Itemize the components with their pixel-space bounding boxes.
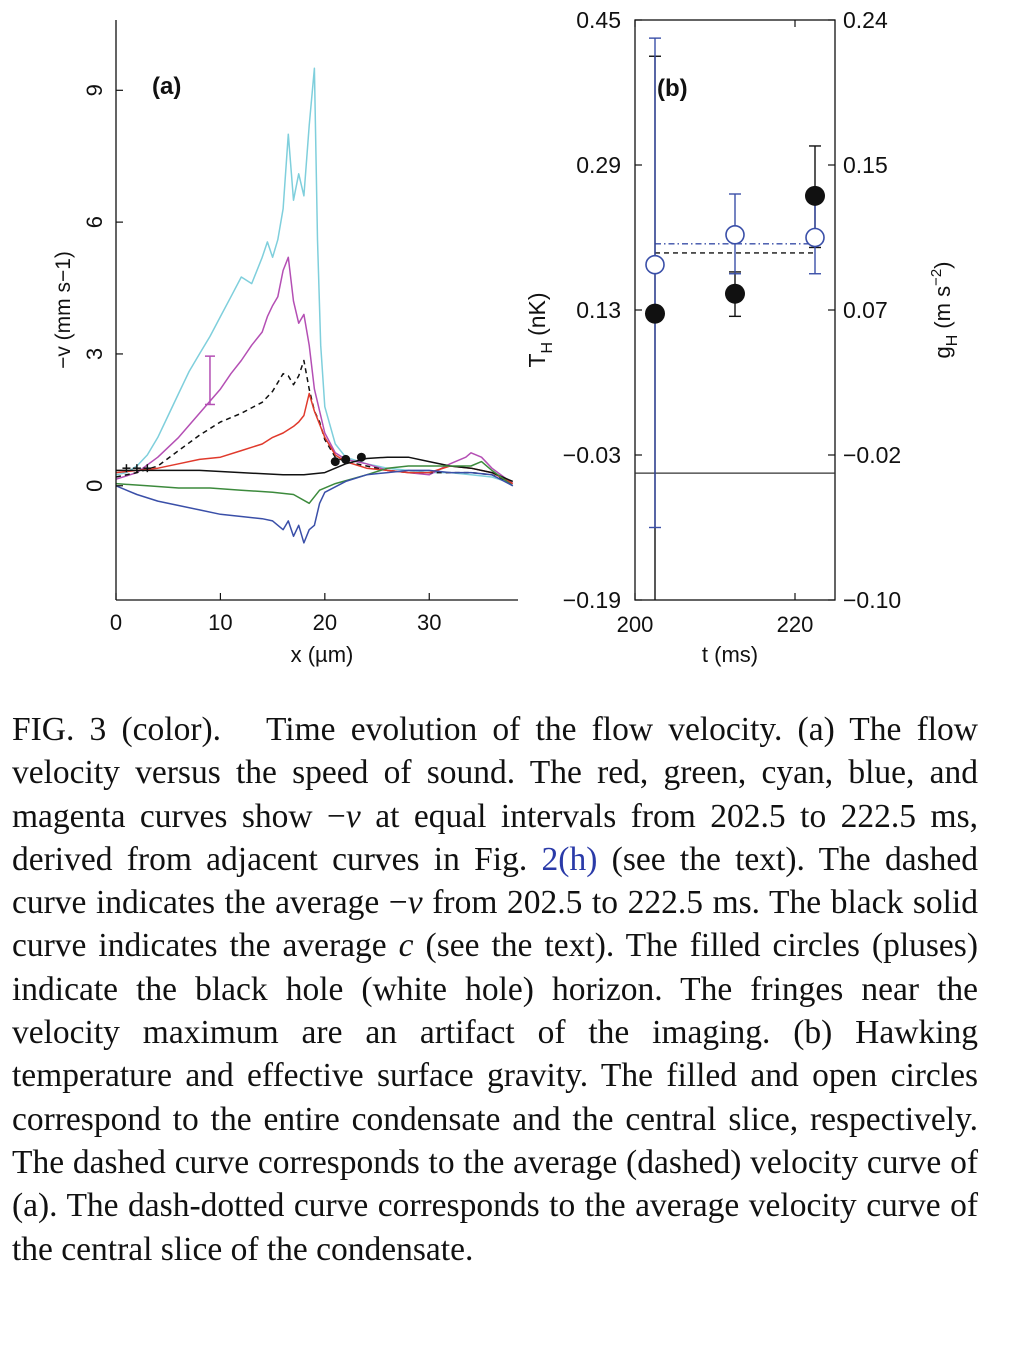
- right-y-tick-label: 0.07: [843, 297, 888, 323]
- x-tick-label: 30: [417, 610, 441, 635]
- series-blue: [115, 469, 514, 544]
- caption-var-v: v: [345, 797, 361, 835]
- caption-text: (see the text). The dashed curve indicat…: [12, 840, 979, 922]
- left-y-tick-label: −0.19: [563, 587, 621, 613]
- y-tick-label: 6: [82, 216, 107, 228]
- left-y-tick-label: 0.13: [576, 297, 621, 323]
- left-y-tick-label: 0.29: [576, 152, 621, 178]
- panel-b-x-label: t (ms): [702, 642, 758, 667]
- right-y-tick-label: −0.02: [843, 442, 901, 468]
- series-cyan: [115, 67, 514, 485]
- caption-text: at equal intervals from 202.5 to 222.5 m…: [12, 797, 978, 878]
- y-tick-label: 3: [82, 348, 107, 360]
- caption-label: FIG. 3 (color).: [12, 711, 222, 748]
- series-red: [115, 392, 514, 485]
- plus-marker: [132, 464, 141, 473]
- figure: 0 10 20 30 0 3 6 9 (a) x (µm) −v (mm s−1) 200 22…: [52, 7, 961, 667]
- filled-circle: [805, 185, 825, 206]
- panel-b-label: (b): [657, 75, 688, 102]
- panel-a-curves: [115, 67, 514, 544]
- left-y-tick-label: 0.45: [576, 7, 621, 33]
- right-y-tick-label: −0.10: [843, 587, 901, 613]
- panel-a-markers: [122, 355, 366, 473]
- panel-a-label: (a): [152, 73, 181, 100]
- panel-b-left-y-label: TH(nK): [524, 292, 556, 367]
- caption-var-c: c: [398, 927, 414, 965]
- panel-b-plot: [635, 37, 835, 600]
- caption-var-v: v: [407, 884, 423, 922]
- horizon-marker: [356, 452, 366, 462]
- figure-caption: FIG. 3 (color). Time evolution of the fl…: [12, 708, 978, 1271]
- right-y-tick-label: 0.24: [843, 7, 888, 33]
- caption-text: from 202.5 to 222.5 ms. The black solid …: [12, 884, 978, 965]
- plus-marker: [122, 464, 131, 473]
- filled-circle: [725, 283, 745, 304]
- open-circle: [645, 254, 665, 275]
- filled-circle: [645, 303, 665, 324]
- right-y-tick-label: 0.15: [843, 152, 888, 178]
- panel-b-right-y-label: gH(m s−2): [928, 261, 961, 358]
- caption-text: Time evolution of the flow velocity. (a)…: [12, 711, 978, 835]
- horizon-marker: [330, 457, 340, 467]
- left-y-tick-label: −0.03: [563, 442, 621, 468]
- open-circle: [725, 224, 745, 245]
- horizon-marker: [341, 454, 351, 464]
- open-circle: [805, 227, 825, 248]
- panel-a: 0 10 20 30 0 3 6 9 (a) x (µm) −v (mm s−1): [52, 20, 518, 667]
- y-tick-label: 0: [82, 480, 107, 492]
- panel-a-x-label: x (µm): [291, 642, 354, 667]
- y-tick-label: 9: [82, 84, 107, 96]
- x-tick-label: 220: [777, 612, 814, 637]
- x-tick-label: 200: [617, 612, 654, 637]
- plus-marker: [143, 464, 152, 473]
- panel-a-ticks: 0 10 20 30 0 3 6 9: [82, 84, 441, 635]
- panel-b-ticks: 200 220 0.45 0.29 0.13 −0.03 −0.19 0.24 0.15 0.07…: [563, 7, 901, 637]
- series-magenta: [115, 256, 514, 485]
- caption-text: (see the text). The filled circles (plus…: [12, 927, 978, 1268]
- figure-link[interactable]: 2(h): [541, 840, 598, 878]
- x-tick-label: 20: [313, 610, 337, 635]
- x-tick-label: 10: [208, 610, 232, 635]
- series-black-solid-average-c: [116, 456, 514, 483]
- panel-a-y-label: −v (mm s−1): [52, 251, 75, 369]
- series-green: [115, 460, 514, 505]
- x-tick-label: 0: [110, 610, 122, 635]
- panel-b: 200 220 0.45 0.29 0.13 −0.03 −0.19 0.24 0.15 0.07…: [524, 7, 961, 667]
